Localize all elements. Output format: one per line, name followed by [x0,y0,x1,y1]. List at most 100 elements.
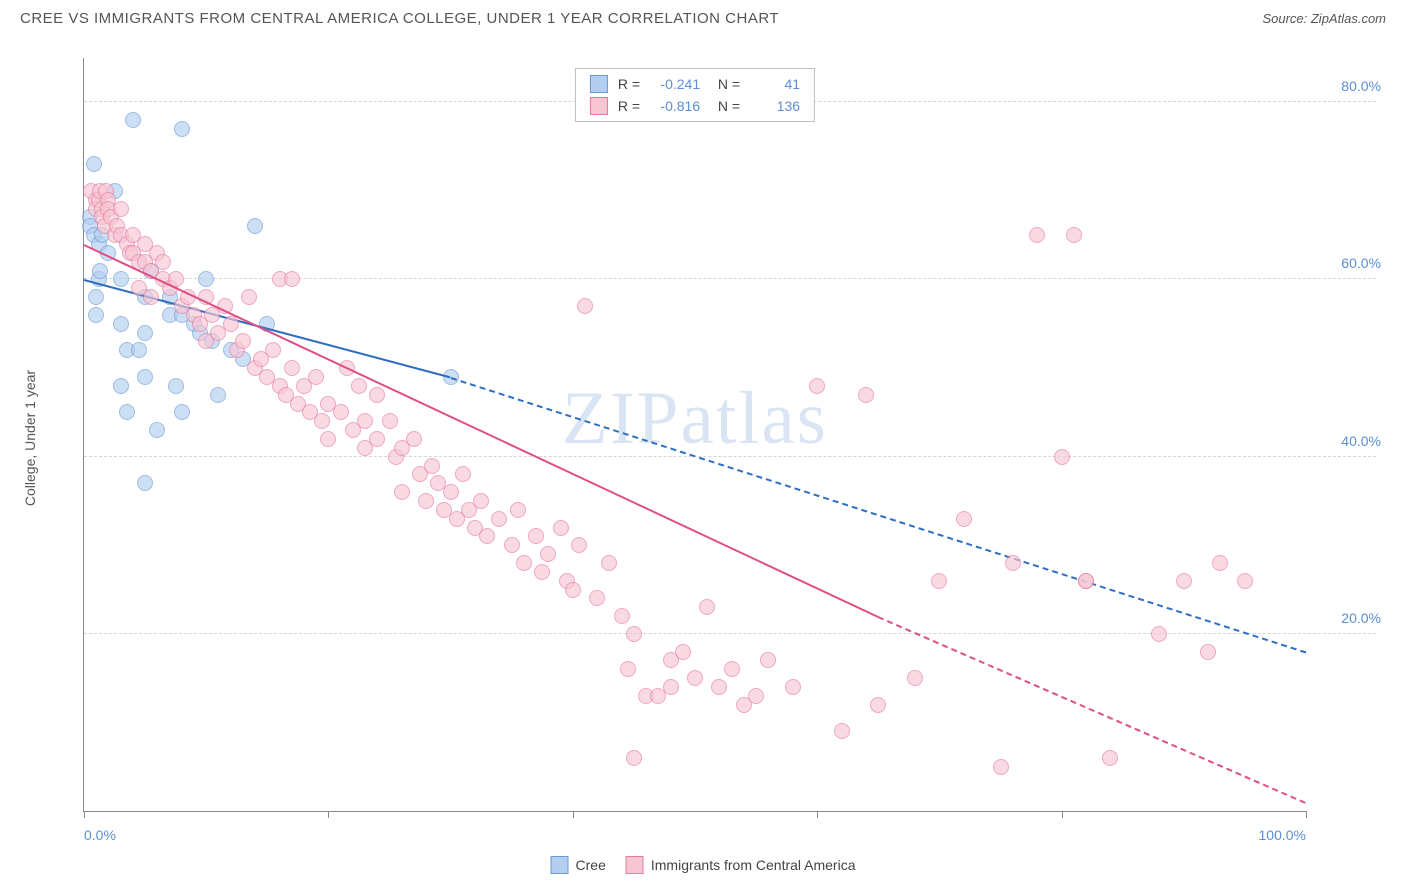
data-point [510,502,526,518]
data-point [577,298,593,314]
x-tick [1306,811,1307,818]
data-point [357,413,373,429]
stats-r-label: R = [618,98,640,114]
legend-label: Cree [576,857,606,873]
y-axis-label: College, Under 1 year [22,369,38,505]
data-point [699,599,715,615]
x-tick-label: 100.0% [1259,827,1306,843]
gridline [84,633,1376,634]
data-point [626,750,642,766]
data-point [540,546,556,562]
data-point [174,121,190,137]
data-point [870,697,886,713]
data-point [1200,644,1216,660]
data-point [614,608,630,624]
data-point [119,404,135,420]
stats-r-value: -0.241 [650,76,700,92]
data-point [760,652,776,668]
chart-container: College, Under 1 year ZIPatlas R =-0.241… [48,48,1386,827]
data-point [479,528,495,544]
data-point [137,475,153,491]
stats-r-value: -0.816 [650,98,700,114]
data-point [284,360,300,376]
chart-title: CREE VS IMMIGRANTS FROM CENTRAL AMERICA … [20,10,779,27]
data-point [369,431,385,447]
data-point [418,493,434,509]
data-point [443,484,459,500]
data-point [382,413,398,429]
data-point [88,289,104,305]
data-point [333,404,349,420]
data-point [113,378,129,394]
data-point [86,156,102,172]
data-point [528,528,544,544]
data-point [1078,573,1094,589]
data-point [247,218,263,234]
data-point [113,271,129,287]
data-point [675,644,691,660]
data-point [809,378,825,394]
data-point [210,387,226,403]
data-point [265,342,281,358]
data-point [235,333,251,349]
data-point [565,582,581,598]
series-legend: Cree Immigrants from Central America [551,856,856,874]
stats-n-label: N = [710,98,740,114]
data-point [553,520,569,536]
data-point [155,254,171,270]
data-point [143,289,159,305]
data-point [1102,750,1118,766]
data-point [687,670,703,686]
x-tick [817,811,818,818]
data-point [406,431,422,447]
trend-line-extrapolated [878,616,1306,804]
gridline [84,456,1376,457]
data-point [92,263,108,279]
data-point [1212,555,1228,571]
data-point [1029,227,1045,243]
trend-line [84,244,879,618]
data-point [314,413,330,429]
data-point [113,316,129,332]
data-point [571,537,587,553]
y-tick-label: 60.0% [1311,255,1381,271]
data-point [320,431,336,447]
data-point [1176,573,1192,589]
stats-n-label: N = [710,76,740,92]
legend-swatch [551,856,569,874]
data-point [369,387,385,403]
legend-item: Immigrants from Central America [626,856,856,874]
data-point [137,369,153,385]
stats-row: R = -0.241 N = 41 [590,73,800,95]
stats-n-value: 136 [750,98,800,114]
data-point [516,555,532,571]
plot-area: ZIPatlas R = -0.241 N = 41 R = -0.816 N = 136… [83,58,1306,812]
data-point [198,271,214,287]
stats-r-label: R = [618,76,640,92]
y-tick-label: 40.0% [1311,433,1381,449]
legend-swatch [626,856,644,874]
data-point [394,484,410,500]
x-tick [84,811,85,818]
data-point [455,466,471,482]
data-point [785,679,801,695]
data-point [168,378,184,394]
data-point [125,112,141,128]
data-point [491,511,507,527]
watermark: ZIPatlas [562,376,828,462]
stats-n-value: 41 [750,76,800,92]
data-point [663,679,679,695]
x-tick [573,811,574,818]
data-point [1237,573,1253,589]
data-point [534,564,550,580]
data-point [1151,626,1167,642]
x-tick [1062,811,1063,818]
data-point [626,626,642,642]
data-point [308,369,324,385]
data-point [1066,227,1082,243]
data-point [241,289,257,305]
stats-row: R = -0.816 N = 136 [590,95,800,117]
data-point [137,325,153,341]
data-point [113,201,129,217]
data-point [1005,555,1021,571]
